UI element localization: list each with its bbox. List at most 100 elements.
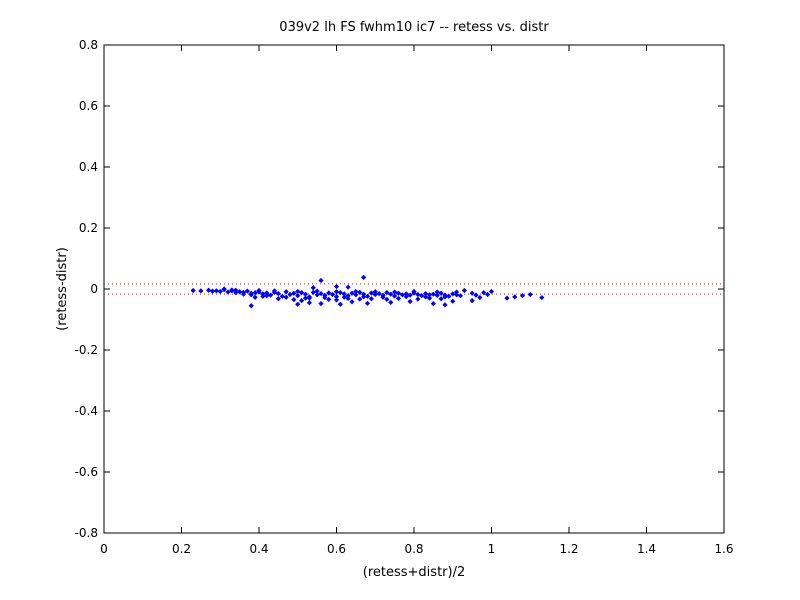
data-point [395, 290, 402, 296]
data-point [434, 289, 440, 295]
data-point [450, 298, 456, 304]
data-point [438, 296, 444, 302]
x-tick-label: 0 [100, 542, 108, 556]
data-point [519, 293, 526, 299]
data-point [333, 289, 340, 295]
data-point [244, 288, 250, 294]
data-point [333, 297, 340, 303]
data-point [295, 288, 301, 295]
data-point [426, 295, 433, 301]
data-point [384, 296, 390, 302]
data-point [450, 291, 456, 297]
reference-lines [104, 283, 724, 295]
data-point [372, 291, 378, 298]
data-point [310, 289, 316, 295]
data-point [264, 293, 270, 299]
data-point [326, 290, 332, 296]
data-point [392, 293, 398, 299]
data-point [361, 294, 367, 300]
data-point [430, 301, 436, 307]
y-tick-label: -0.8 [75, 526, 98, 540]
y-tick-label: -0.2 [75, 343, 98, 357]
data-point [473, 292, 479, 298]
data-point [380, 294, 386, 300]
data-point [349, 290, 355, 296]
y-tick-label: -0.4 [75, 404, 98, 418]
data-point [287, 291, 293, 298]
data-point [248, 292, 254, 298]
data-point [388, 299, 394, 306]
data-point [349, 299, 355, 305]
x-tick-label: 1.4 [637, 542, 656, 556]
data-point [419, 293, 425, 299]
data-point [330, 291, 336, 298]
x-tick-label: 1.2 [559, 542, 578, 556]
x-axis-label: (retess+distr)/2 [363, 565, 465, 580]
y-tick-label: 0 [90, 282, 98, 296]
data-point [454, 289, 460, 295]
data-point [260, 293, 266, 299]
data-point [333, 283, 340, 290]
y-axis-label: (retess-distr) [55, 247, 70, 331]
data-point [512, 294, 518, 300]
data-point [279, 293, 285, 299]
data-point [221, 286, 227, 292]
y-tick-label: 0.8 [79, 38, 98, 52]
data-point [368, 296, 374, 302]
data-point [504, 295, 510, 301]
data-point [318, 277, 324, 284]
data-point [314, 292, 320, 298]
data-point [299, 297, 305, 304]
data-point [252, 290, 258, 296]
data-point [322, 294, 328, 301]
data-point [361, 291, 367, 297]
data-point [206, 287, 212, 293]
data-point [256, 287, 262, 294]
data-points [190, 274, 545, 309]
data-point [438, 290, 444, 296]
data-point [403, 294, 409, 300]
x-tick-label: 1.6 [714, 542, 733, 556]
data-point [392, 289, 398, 295]
data-point [477, 294, 483, 301]
data-point [395, 295, 402, 302]
data-point [368, 290, 374, 296]
data-point [302, 295, 309, 301]
data-point [333, 294, 340, 300]
data-point [357, 289, 363, 295]
data-point [403, 291, 409, 297]
data-point [407, 298, 413, 305]
x-tick-label: 0.6 [327, 542, 346, 556]
data-point [407, 292, 413, 298]
data-point [318, 290, 324, 297]
data-point [217, 288, 223, 295]
data-point [415, 296, 421, 302]
chart-title: 039v2 lh FS fwhm10 ic7 -- retess vs. dis… [279, 20, 549, 35]
data-point [446, 293, 452, 299]
y-tick-label: 0.2 [79, 221, 98, 235]
x-tick-label: 0.8 [404, 542, 423, 556]
data-point [364, 293, 371, 299]
data-point [461, 287, 467, 294]
data-point [295, 293, 301, 299]
data-point [310, 285, 316, 291]
data-point [337, 301, 343, 307]
data-point [240, 291, 247, 297]
data-point [291, 297, 297, 303]
data-point [318, 301, 324, 307]
data-point [291, 290, 297, 296]
x-tick-label: 0.2 [172, 542, 191, 556]
data-point [376, 290, 382, 297]
data-point [442, 302, 448, 308]
data-point [457, 293, 464, 299]
data-point [469, 297, 475, 304]
data-point [264, 290, 270, 296]
data-point [423, 294, 429, 300]
data-point [225, 289, 231, 295]
data-point [299, 290, 305, 296]
data-point [345, 295, 351, 302]
data-point [485, 291, 491, 298]
data-point [357, 296, 363, 302]
data-point [248, 303, 254, 309]
data-point [275, 290, 281, 297]
